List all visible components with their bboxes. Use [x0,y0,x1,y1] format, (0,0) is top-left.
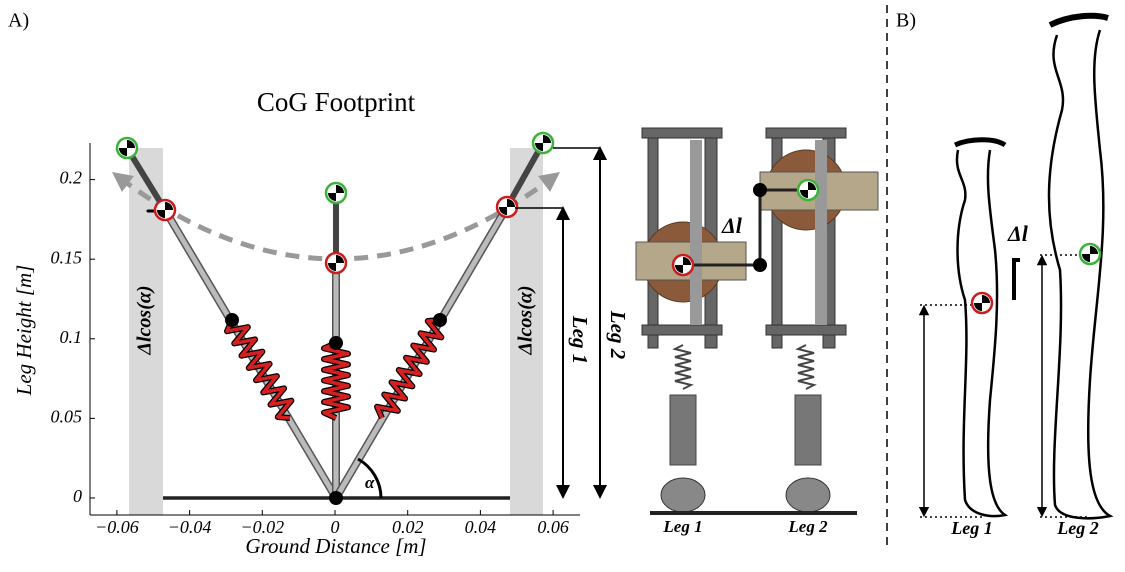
rack [690,140,702,325]
cog [326,183,346,203]
foot [786,478,830,512]
frame [642,325,722,335]
leg-label: Leg 2 [1056,518,1098,538]
cog [972,293,992,313]
cog [326,253,346,273]
panel-label: B) [896,10,916,32]
band-label: Δlcos(α) [515,285,537,355]
x-label: Ground Distance [m] [245,534,426,558]
cog [155,200,175,220]
shank [795,395,821,465]
hair [955,140,1005,145]
joint [329,336,343,350]
delta-label: Δl [721,213,743,238]
x-tick-label: 0.04 [465,517,497,537]
silhouette [957,150,1005,516]
hair [1050,16,1108,25]
y-tick-label: 0.15 [51,247,83,267]
cog [1080,244,1100,264]
cog [497,197,517,217]
leg-label: Leg 1 [950,518,992,538]
spring [675,345,691,389]
frame [642,128,722,138]
foot [661,478,705,512]
shank [670,395,696,465]
leg-label: Leg 2 [606,310,630,360]
y-tick-label: 0.1 [60,327,83,347]
joint [753,183,767,197]
band-label: Δlcos(α) [134,285,156,355]
humans [920,16,1110,518]
rack [815,140,827,325]
figure: A) B) CoG Footprint α [0,0,1125,572]
joint [433,313,447,327]
plot-title: CoG Footprint [257,87,416,117]
panel-label: A) [8,10,29,32]
plot: CoG Footprint α Δlcos( [12,87,630,558]
y-tick-label: 0.2 [60,168,83,188]
leg-label: Leg 1 [662,517,702,536]
delta-label: Δl [1007,221,1029,246]
cog [117,138,137,158]
joint [753,258,767,272]
x-tick-label: −0.02 [240,517,284,537]
cog [533,133,553,153]
spring [798,345,814,389]
robot: Δl Leg 1 Leg 2 [636,128,878,536]
x-tick-label: 0.02 [392,517,424,537]
x-tick-label: 0 [331,517,340,537]
leg-label: Leg 1 [568,315,592,364]
frame [766,325,846,335]
y-tick-label: 0 [73,486,82,506]
frame [766,128,846,138]
joint [225,313,239,327]
y-tick-label: 0.05 [51,407,83,427]
y-label: Leg Height [m] [12,265,36,397]
cog [798,180,818,200]
leg-label: Leg 2 [787,517,828,536]
angle-label: α [365,473,375,492]
x-tick-label: 0.06 [537,517,569,537]
silhouette [1049,30,1110,518]
cog [673,255,693,275]
x-tick-label: −0.06 [95,517,139,537]
delta-bar [1014,260,1020,300]
joint [329,491,343,505]
x-tick-label: −0.04 [168,517,212,537]
